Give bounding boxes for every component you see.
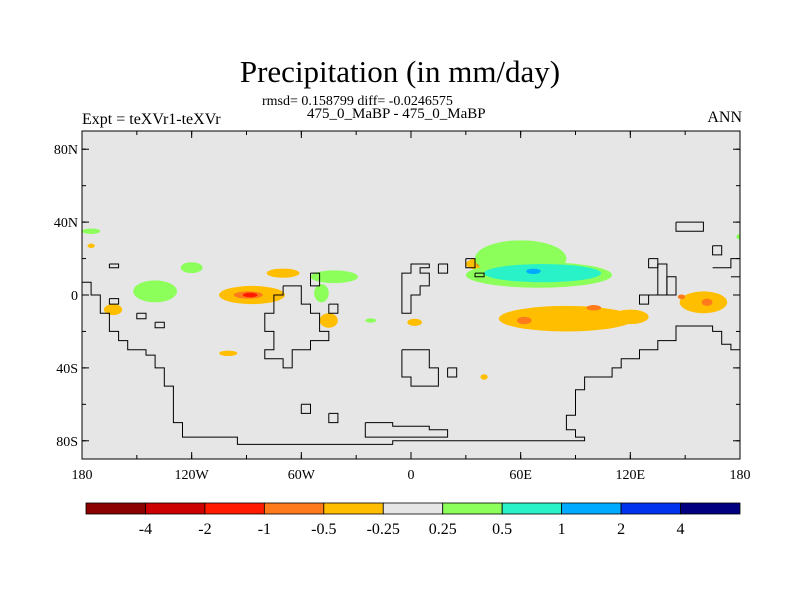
colorbar-label: 2 [617, 521, 625, 538]
x-tick-label: 60W [288, 468, 316, 483]
anomaly-region [266, 268, 300, 278]
colorbar-segment [501, 502, 563, 515]
colorbar-segment [204, 502, 265, 515]
coastline [328, 412, 339, 424]
colorbar-segment [680, 502, 741, 515]
coastline [310, 272, 321, 287]
anomaly-region [677, 294, 686, 300]
coastline [136, 312, 147, 320]
x-tick-label: 120W [175, 468, 210, 483]
y-tick-label: 80N [54, 143, 78, 158]
anomaly-region [242, 292, 258, 298]
colorbar-segment [382, 502, 444, 515]
colorbar-label: -1 [258, 521, 271, 538]
coastline [108, 298, 120, 305]
x-tick-label: 180 [730, 468, 751, 483]
colorbar-segment [323, 502, 384, 515]
coastline [108, 263, 120, 269]
colorbar-label: -0.5 [311, 521, 336, 538]
coastline [300, 403, 311, 414]
x-tick-label: 0 [408, 468, 415, 483]
colorbar-segment [145, 502, 206, 515]
coastline [437, 263, 449, 274]
anomaly-region [87, 243, 95, 248]
anomaly-region [586, 305, 602, 311]
anomaly-region [365, 318, 377, 323]
anomaly-region [319, 313, 338, 328]
anomaly-region [82, 228, 101, 234]
anomaly-region [180, 262, 203, 274]
coastline [712, 258, 740, 269]
x-tick-label: 60E [509, 468, 532, 483]
y-tick-label: 0 [71, 289, 78, 304]
colorbar-label: 4 [677, 521, 685, 538]
anomaly-region [480, 374, 488, 380]
coastline [401, 349, 439, 387]
colorbar-segment [561, 502, 622, 515]
x-tick-label: 180 [72, 468, 93, 483]
coastline [401, 263, 430, 314]
map-content [82, 221, 740, 445]
anomaly-region [133, 280, 178, 303]
colorbar-label: -2 [198, 521, 211, 538]
anomaly-region [526, 268, 541, 275]
anomaly-region [612, 309, 649, 325]
colorbar-label: -4 [139, 521, 152, 538]
anomaly-region [219, 350, 238, 357]
coastline [474, 272, 485, 278]
colorbar-segment [85, 502, 146, 515]
anomaly-region [498, 305, 634, 332]
y-tick-label: 40N [54, 216, 78, 231]
coastline [712, 245, 723, 256]
anomaly-region [310, 270, 358, 284]
coastline [465, 258, 476, 269]
coastline [364, 422, 449, 438]
colorbar-label: -0.25 [367, 521, 400, 538]
y-tick-label: 40S [56, 362, 78, 377]
colorbar-segment [263, 502, 325, 515]
anomaly-region [314, 284, 329, 303]
anomaly-region [736, 233, 740, 240]
y-tick-label: 80S [56, 435, 78, 450]
colorbar-label: 0.5 [492, 521, 512, 538]
experiment-label: Expt = teXVr1-teXVr [82, 111, 221, 128]
coastline [82, 281, 740, 445]
coastline [675, 221, 704, 232]
anomaly-region [407, 318, 422, 326]
coastline [154, 321, 165, 329]
x-tick-label: 120E [616, 468, 646, 483]
colorbar-label: 1 [558, 521, 566, 538]
chart-subtitle: 475_0_MaBP - 475_0_MaBP [307, 106, 486, 122]
stats-label: rmsd= 0.158799 diff= -0.0246575 [262, 94, 453, 109]
anomaly-region [103, 304, 123, 316]
anomaly-region [517, 316, 532, 325]
coastline [447, 367, 458, 378]
colorbar-segment [442, 502, 503, 515]
season-label: ANN [707, 109, 742, 126]
chart-title: Precipitation (in mm/day) [239, 54, 561, 89]
coastline [639, 263, 668, 305]
anomaly-region [701, 298, 713, 306]
coastline [264, 285, 330, 369]
colorbar-label: 0.25 [429, 521, 457, 538]
colorbar-segment [620, 502, 681, 515]
anomaly-region [484, 264, 602, 283]
coastline [666, 276, 677, 296]
coastline [328, 303, 339, 314]
